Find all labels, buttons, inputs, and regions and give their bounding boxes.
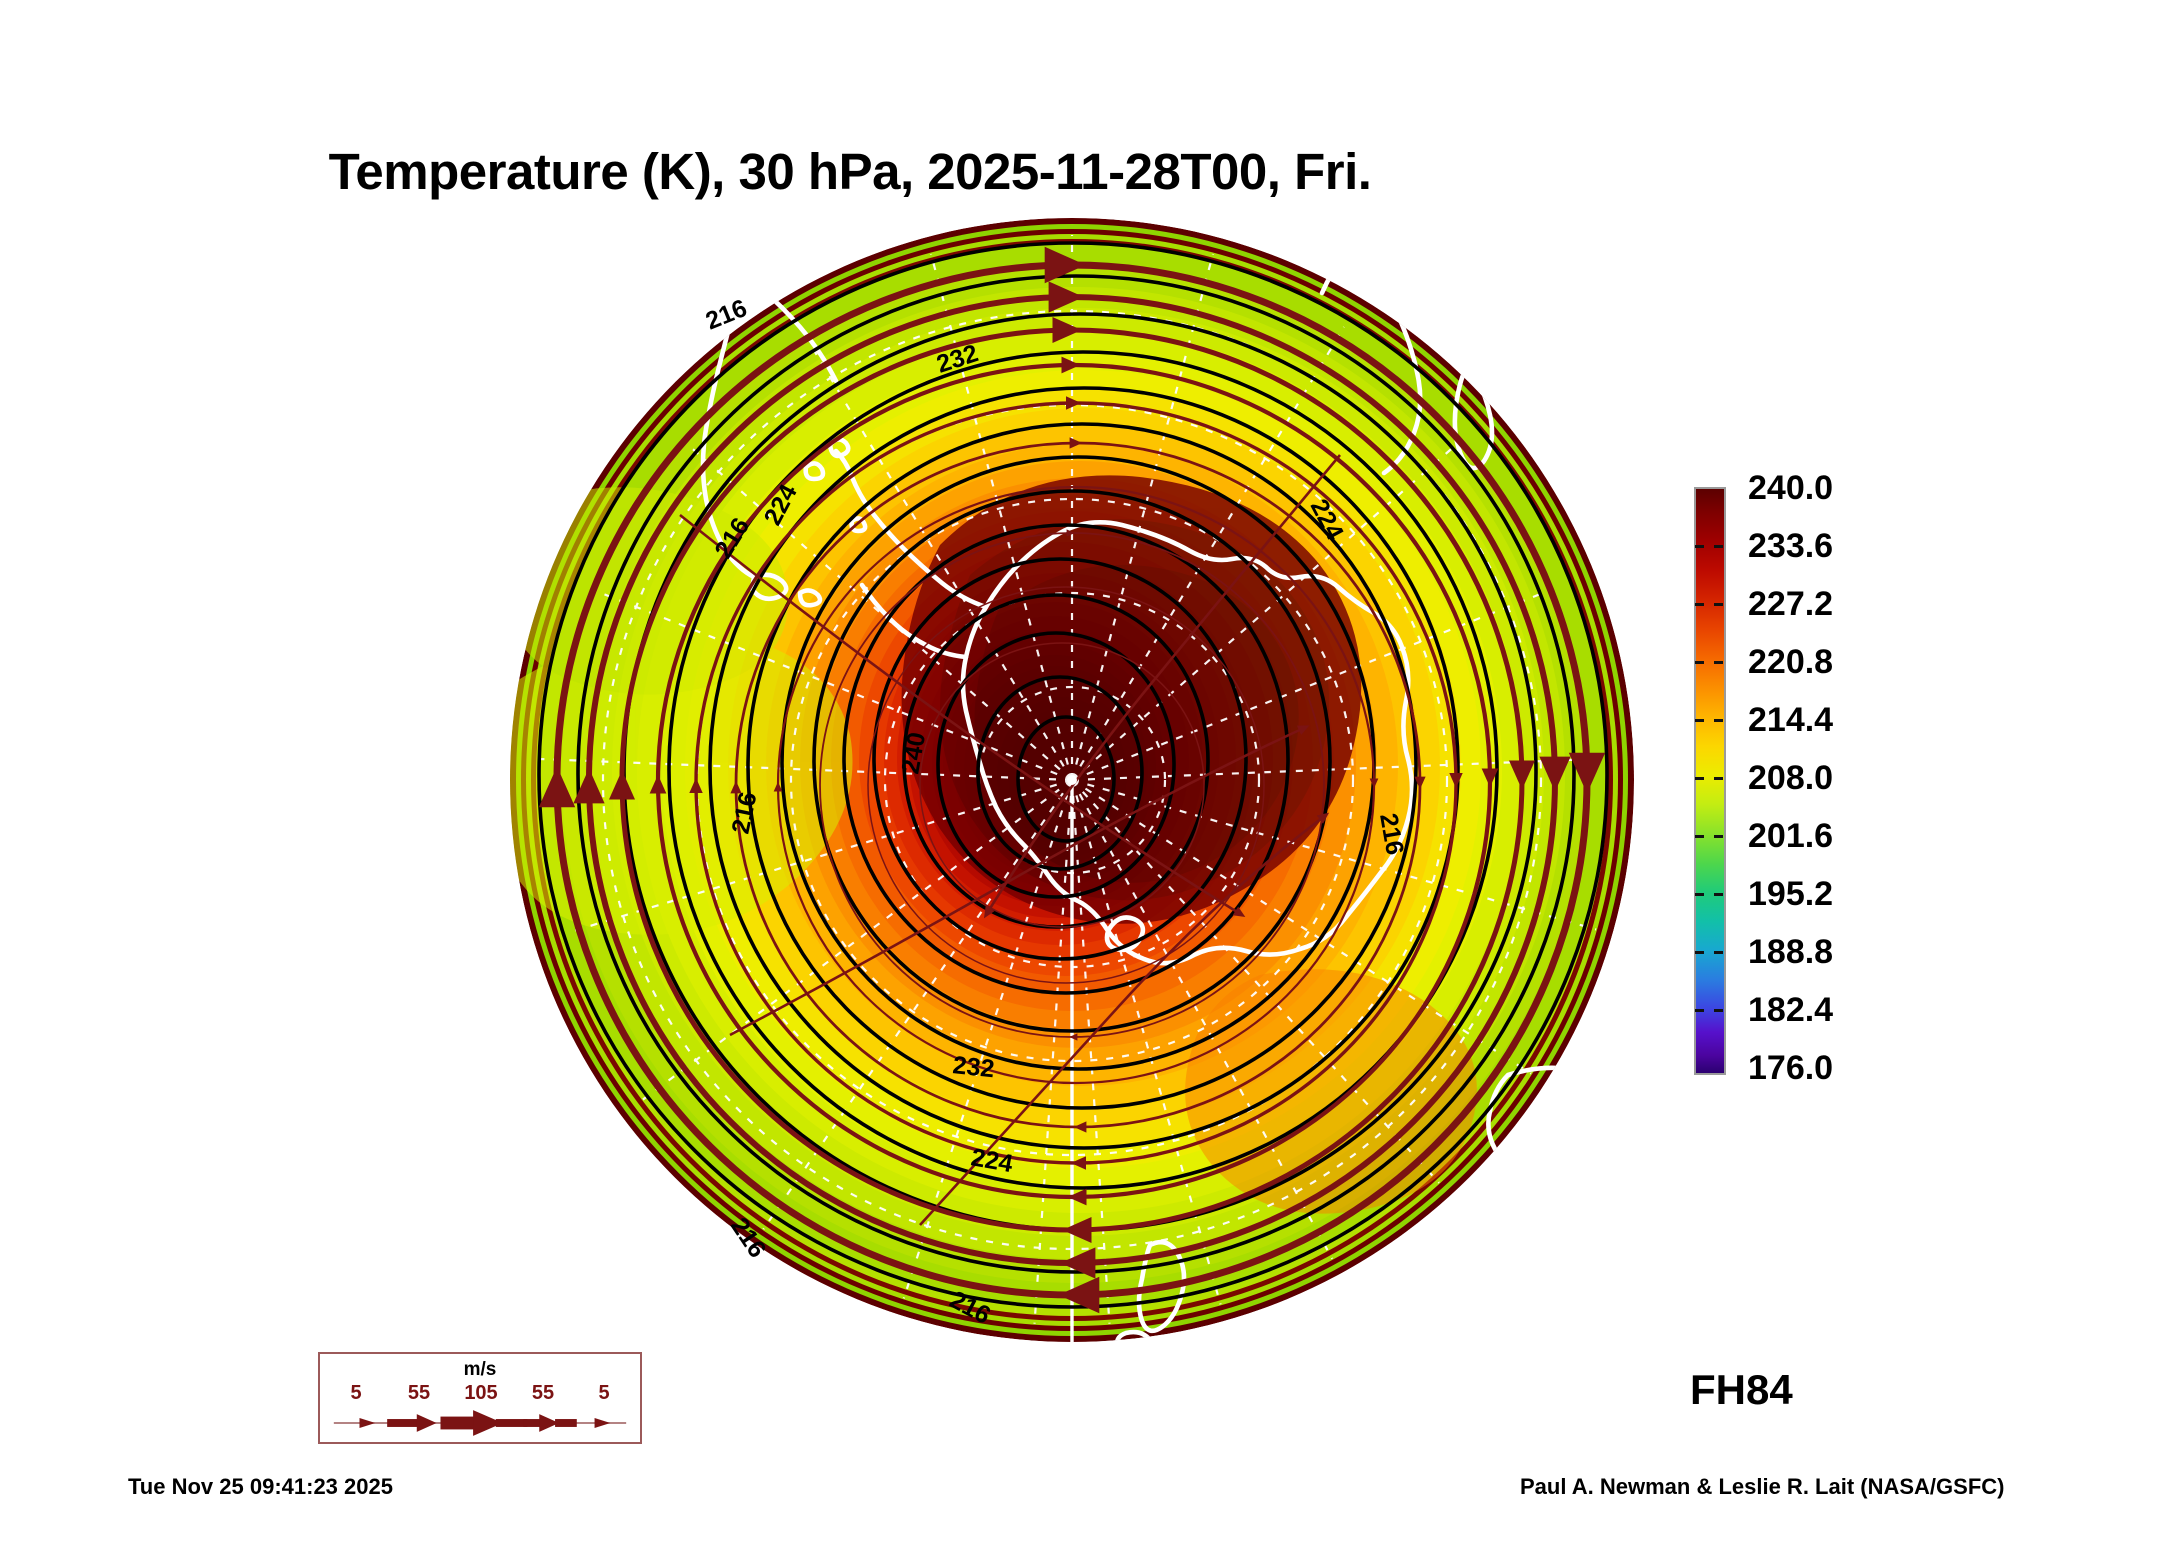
colorbar-tick bbox=[1714, 545, 1723, 548]
colorbar-tick bbox=[1695, 603, 1704, 606]
colorbar-tick bbox=[1714, 835, 1723, 838]
colorbar-label: 188.8 bbox=[1748, 933, 1834, 971]
polar-map: 216 216 216 216 216 216 224 224 224 232 … bbox=[500, 215, 1650, 1345]
colorbar-label: 220.8 bbox=[1748, 643, 1834, 681]
forecast-hour-label: FH84 bbox=[1690, 1366, 1793, 1413]
colorbar-label: 176.0 bbox=[1748, 1049, 1834, 1087]
colorbar-label: 240.0 bbox=[1748, 469, 1834, 507]
colorbar: 240.0 233.6 227.2 220.8 214.4 208.0 201.… bbox=[1690, 471, 2050, 1090]
colorbar-gradient bbox=[1694, 487, 1726, 1075]
colorbar-tick bbox=[1695, 1009, 1704, 1012]
colorbar-tick bbox=[1695, 893, 1704, 896]
colorbar-tick bbox=[1695, 719, 1704, 722]
wind-streamlines bbox=[538, 246, 1606, 1314]
colorbar-tick bbox=[1695, 545, 1704, 548]
colorbar-label: 227.2 bbox=[1748, 585, 1834, 623]
wind-key-value: 55 bbox=[531, 1382, 555, 1404]
author-credit: Paul A. Newman & Leslie R. Lait (NASA/GS… bbox=[1520, 1474, 2005, 1499]
colorbar-tick bbox=[1714, 777, 1723, 780]
south-pole-marker bbox=[1067, 775, 1077, 785]
colorbar-tick bbox=[1714, 951, 1723, 954]
polar-map-svg: 216 216 216 216 216 216 224 224 224 232 … bbox=[510, 218, 1634, 1343]
colorbar-label: 195.2 bbox=[1748, 875, 1834, 913]
colorbar-label: 201.6 bbox=[1748, 817, 1834, 855]
wind-key-value: 5 bbox=[350, 1382, 362, 1404]
colorbar-label: 214.4 bbox=[1748, 701, 1834, 739]
wind-key-units-label: m/s bbox=[463, 1359, 497, 1380]
colorbar-label: 208.0 bbox=[1748, 759, 1834, 797]
colorbar-tick bbox=[1695, 835, 1704, 838]
contour-label: 232 bbox=[951, 1051, 995, 1083]
colorbar-tick bbox=[1714, 719, 1723, 722]
wind-key-value: 5 bbox=[598, 1382, 610, 1404]
wind-speed-key: m/s 5 55 105 55 5 bbox=[318, 1352, 642, 1444]
page-title: Temperature (K), 30 hPa, 2025-11-28T00, … bbox=[328, 143, 1372, 200]
colorbar-label: 182.4 bbox=[1748, 991, 1834, 1029]
colorbar-tick bbox=[1695, 661, 1704, 664]
colorbar-tick bbox=[1695, 777, 1704, 780]
colorbar-tick bbox=[1714, 603, 1723, 606]
wind-key-value: 105 bbox=[464, 1382, 498, 1404]
colorbar-tick bbox=[1714, 1009, 1723, 1012]
colorbar-label: 233.6 bbox=[1748, 527, 1834, 565]
colorbar-tick bbox=[1714, 661, 1723, 664]
graticule bbox=[538, 235, 1606, 1325]
colorbar-tick bbox=[1714, 893, 1723, 896]
colorbar-tick bbox=[1695, 951, 1704, 954]
wind-key-value: 55 bbox=[407, 1382, 431, 1404]
generation-timestamp: Tue Nov 25 09:41:23 2025 bbox=[128, 1474, 393, 1499]
wind-key-arrow-scale bbox=[333, 1410, 627, 1436]
